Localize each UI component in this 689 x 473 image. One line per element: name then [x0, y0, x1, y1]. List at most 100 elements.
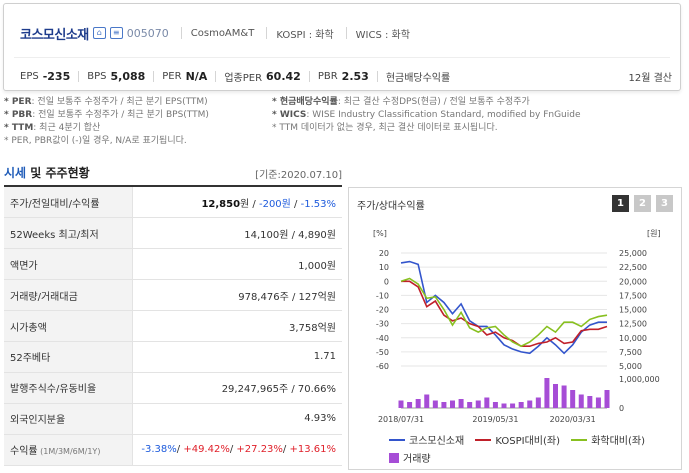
document-icon[interactable]: ≡ — [109, 27, 123, 39]
y2-tick-label: 22,500 — [619, 263, 647, 272]
volume-bar — [458, 399, 464, 408]
row-value: 1,000원 — [132, 248, 342, 281]
note-text: * TTM 데이터가 없는 경우, 최근 결산 데이터로 표시됩니다. — [272, 123, 498, 133]
volume-tick-label: 1,000,000 — [619, 375, 660, 384]
market-sector: KOSPI : 화학 — [276, 29, 334, 41]
wics-sector: WICS : 화학 — [355, 29, 410, 41]
chart-legend: 코스모신소재 KOSPI대비(좌) 화학대비(좌) 거래량 — [389, 432, 653, 466]
metric-label: 현금배당수익률 — [385, 72, 451, 84]
metric-label: 업종PER — [224, 72, 263, 84]
metrics-row: EPS -235 BPS 5,088 PER N/A 업종PER 60.42 P… — [20, 68, 672, 84]
row-label: 액면가 — [4, 248, 133, 281]
chart-page-button[interactable]: 1 — [612, 195, 629, 212]
note-text: : 전일 보통주 수정주가 / 최근 분기 EPS(TTM) — [31, 97, 208, 107]
metric-value: 2.53 — [341, 69, 369, 83]
volume-bar — [450, 400, 455, 408]
series-line — [400, 277, 608, 348]
row-label: 52주베타 — [4, 341, 133, 373]
volume-bar — [510, 403, 516, 408]
notes-left: * PER: 전일 보통주 수정주가 / 최근 분기 EPS(TTM) * PB… — [4, 96, 209, 148]
metric-value: 5,088 — [110, 69, 146, 83]
y2-tick-label: 12,500 — [619, 320, 647, 329]
note-key: * WICS — [272, 110, 307, 120]
row-label: 주가/전일대비/수익률 — [4, 187, 133, 219]
volume-bar — [424, 394, 430, 408]
table-row: 시가총액 3,758억원 — [4, 310, 342, 342]
right-axis-unit: [원] — [647, 229, 661, 238]
note-text: : WISE Industry Classification Standard,… — [306, 110, 581, 120]
legend-item: 화학대비(좌) — [571, 432, 645, 447]
chart-page-button[interactable]: 3 — [656, 195, 673, 212]
volume-bar — [475, 400, 481, 408]
note-text: : 최근 4분기 합산 — [33, 123, 101, 133]
row-label: 52Weeks 최고/최저 — [4, 217, 133, 250]
volume-bar — [407, 402, 413, 408]
home-icon[interactable]: ⌂ — [92, 27, 106, 39]
chart-page-button[interactable]: 2 — [634, 195, 651, 212]
company-title-row: 코스모신소재 ⌂ ≡ 005070 CosmoAM&T KOSPI : 화학 W… — [20, 24, 410, 43]
stock-code: 005070 — [126, 26, 169, 40]
table-row: 52주베타 1.71 — [4, 341, 342, 373]
volume-bar — [578, 394, 584, 408]
company-name: 코스모신소재 — [20, 27, 89, 43]
table-row: 외국인지분율 4.93% — [4, 403, 342, 435]
settlement-month: 12월 결산 — [628, 72, 672, 84]
chart-title: 주가/상대수익률 — [357, 201, 425, 212]
metric-value: 60.42 — [266, 69, 301, 83]
y-tick-label: -10 — [376, 291, 389, 300]
row-label: 거래량/거래대금 — [4, 279, 133, 312]
metric-label: BPS — [87, 70, 107, 82]
volume-bar — [518, 402, 524, 408]
y2-tick-label: 7,500 — [619, 348, 642, 357]
section-title: 시세 및 주주현황 — [4, 166, 90, 180]
row-value: 1.71 — [132, 341, 342, 373]
price-summary-table: 주가/전일대비/수익률 12,850원 / -200원 / -1.53% 52Wee… — [4, 187, 342, 466]
x-tick-label: 2019/05/31 — [472, 415, 518, 424]
y2-tick-label: 15,000 — [619, 306, 647, 315]
row-value: 12,850원 / -200원 / -1.53% — [132, 187, 342, 219]
note-key: * 현금배당수익률 — [272, 97, 338, 107]
series-line — [400, 260, 607, 355]
x-tick-label: 2020/03/31 — [550, 415, 596, 424]
note-key: * PBR — [4, 110, 33, 120]
legend-item: 거래량 — [389, 450, 431, 465]
y2-tick-label: 25,000 — [619, 249, 647, 258]
y-tick-label: -50 — [376, 348, 389, 357]
y-tick-label: 20 — [379, 249, 389, 258]
metric-value: N/A — [185, 69, 208, 83]
row-label: 외국인지분율 — [4, 403, 133, 435]
metric-value: -235 — [42, 69, 71, 83]
y-tick-label: 10 — [379, 263, 389, 272]
volume-bar — [492, 402, 498, 408]
y-tick-label: 0 — [384, 277, 389, 286]
volume-bar — [553, 384, 558, 408]
y-tick-label: -20 — [376, 306, 389, 315]
metric-label: PBR — [317, 70, 338, 82]
y-tick-label: -40 — [376, 334, 389, 343]
table-row: 액면가 1,000원 — [4, 248, 342, 281]
volume-bar — [587, 396, 593, 408]
table-row: 수익률 (1M/3M/6M/1Y) -3.38%/ +49.42%/ +27.23… — [4, 434, 342, 466]
y-tick-label: -30 — [376, 320, 389, 329]
table-row: 발행주식수/유동비율 29,247,965주 / 70.66% — [4, 372, 342, 404]
row-label: 수익률 (1M/3M/6M/1Y) — [4, 434, 133, 466]
table-row: 52Weeks 최고/최저 14,100원 / 4,890원 — [4, 217, 342, 250]
note-text: * PER, PBR값이 (-)일 경우, N/A로 표기됩니다. — [4, 136, 187, 146]
left-axis-unit: [%] — [373, 229, 387, 238]
y-tick-label: -60 — [376, 362, 389, 371]
volume-bar — [398, 400, 404, 408]
row-label: 발행주식수/유동비율 — [4, 372, 133, 404]
chart-pager: 1 2 3 — [612, 195, 673, 212]
table-row: 주가/전일대비/수익률 12,850원 / -200원 / -1.53% — [4, 187, 342, 219]
company-header: 코스모신소재 ⌂ ≡ 005070 CosmoAM&T KOSPI : 화학 W… — [3, 3, 681, 91]
row-value: 14,100원 / 4,890원 — [132, 217, 342, 250]
metric-label: PER — [162, 70, 182, 82]
notes-right: * 현금배당수익률: 최근 결산 수정DPS(현금) / 전일 보통주 수정주가… — [272, 96, 581, 135]
volume-bar — [561, 385, 567, 408]
y2-tick-label: 17,500 — [619, 291, 647, 300]
volume-bar — [484, 397, 490, 408]
legend-item: 코스모신소재 — [389, 432, 464, 447]
row-value: 4.93% — [132, 403, 342, 435]
series-line — [401, 280, 608, 348]
table-row: 거래량/거래대금 978,476주 / 127억원 — [4, 279, 342, 312]
